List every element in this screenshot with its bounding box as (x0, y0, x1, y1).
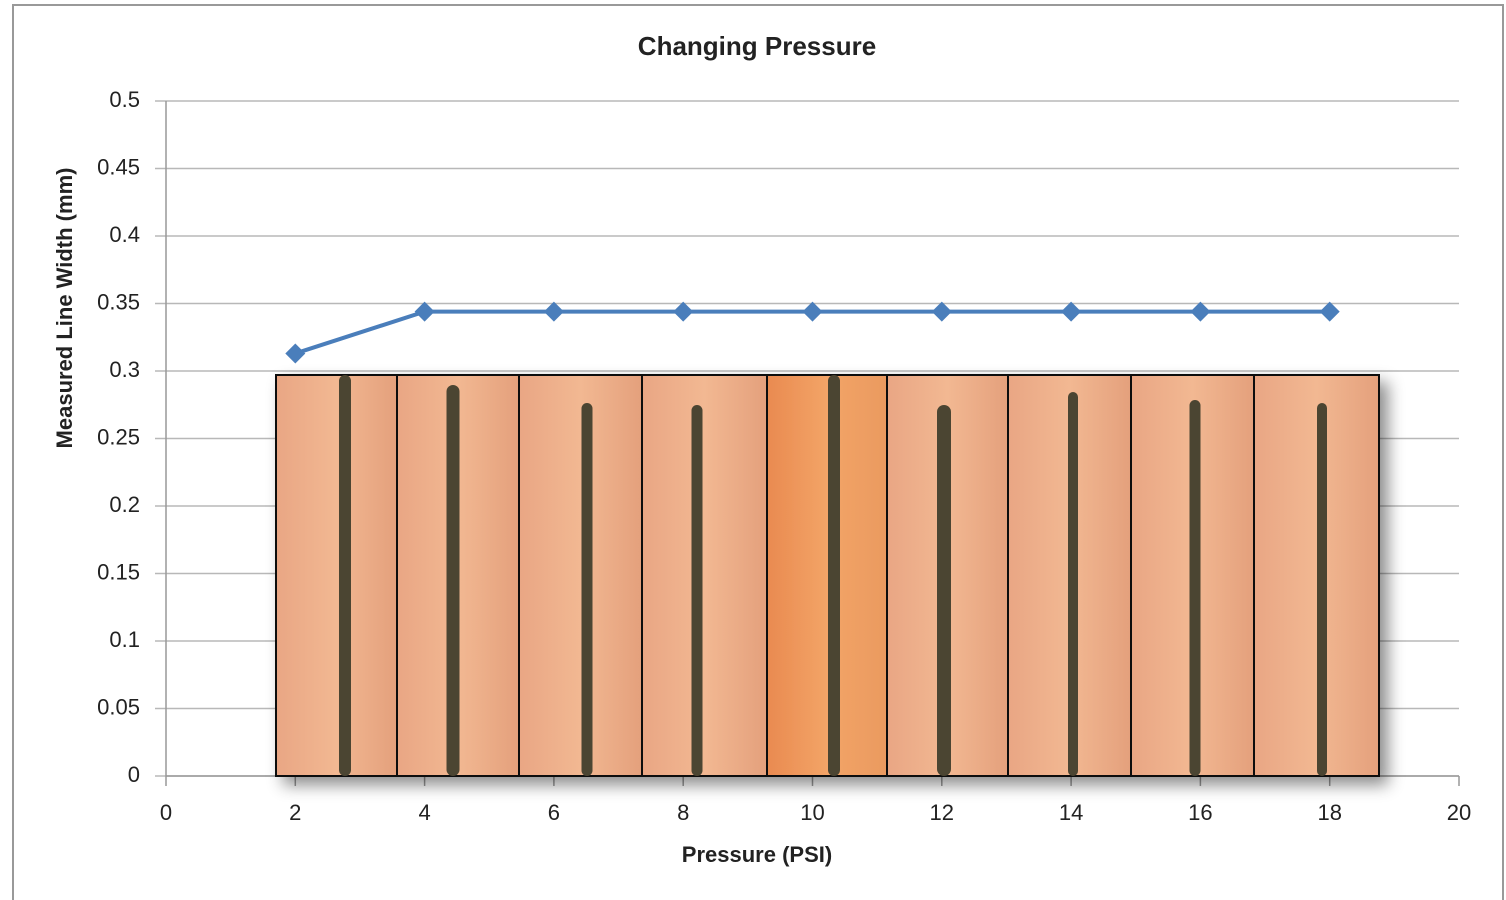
x-tick-label: 20 (1447, 800, 1471, 825)
data-point (1061, 301, 1082, 322)
data-point (1319, 301, 1340, 322)
x-tick-label: 6 (548, 800, 560, 825)
y-tick-label: 0.45 (97, 154, 140, 179)
y-tick-label: 0.5 (109, 87, 140, 112)
y-tick-label: 0 (128, 762, 140, 787)
y-axis-label: Measured Line Width (mm) (52, 168, 77, 449)
data-point (414, 301, 435, 322)
printed-line (691, 405, 703, 776)
x-axis-label: Pressure (PSI) (682, 842, 832, 867)
photo-panel (275, 374, 398, 777)
y-tick-label: 0.4 (109, 222, 140, 247)
printed-line (1068, 392, 1078, 776)
x-tick-label: 0 (160, 800, 172, 825)
printed-line (1317, 403, 1327, 776)
printed-line (339, 375, 351, 776)
x-tick-label: 16 (1188, 800, 1212, 825)
x-tick-label: 10 (800, 800, 824, 825)
data-point (931, 301, 952, 322)
photo-panel (766, 374, 888, 777)
y-tick-label: 0.3 (109, 357, 140, 382)
data-point (543, 301, 564, 322)
photo-panel (641, 374, 768, 777)
data-point (673, 301, 694, 322)
plot (285, 301, 1340, 364)
x-tick-label: 4 (418, 800, 430, 825)
y-tick-label: 0.1 (109, 627, 140, 652)
x-tick-label: 18 (1317, 800, 1341, 825)
y-tick-label: 0.15 (97, 559, 140, 584)
x-tick-label: 8 (677, 800, 689, 825)
x-tick-label: 14 (1059, 800, 1083, 825)
photo-panel (1253, 374, 1380, 777)
data-point (802, 301, 823, 322)
data-point (285, 343, 306, 364)
chart-title: Changing Pressure (638, 31, 876, 61)
data-point (1190, 301, 1211, 322)
printed-line (828, 375, 840, 776)
photo-panel (518, 374, 643, 777)
y-tick-label: 0.35 (97, 289, 140, 314)
printed-line (937, 405, 951, 776)
printed-line (581, 403, 593, 776)
x-tick-label: 2 (289, 800, 301, 825)
photo-strip (275, 374, 1380, 777)
y-tick-label: 0.2 (109, 492, 140, 517)
y-tick-label: 0.05 (97, 694, 140, 719)
printed-line (446, 385, 460, 776)
y-tick-label: 0.25 (97, 424, 140, 449)
printed-line (1189, 400, 1201, 776)
x-tick-label: 12 (930, 800, 954, 825)
